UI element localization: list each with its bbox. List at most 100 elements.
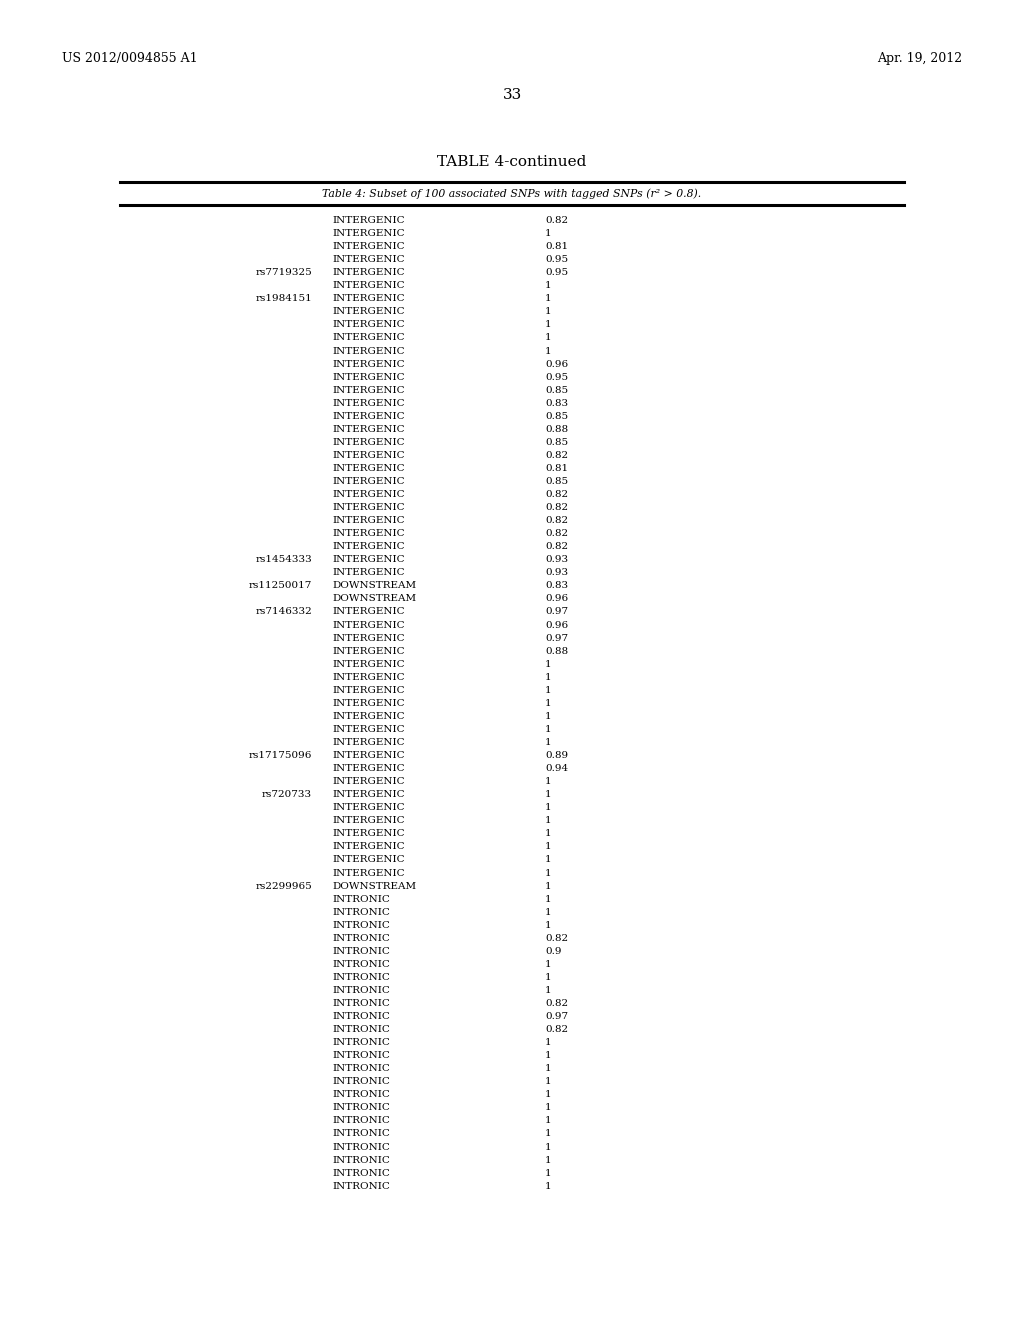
Text: 0.85: 0.85 xyxy=(545,438,568,447)
Text: 0.82: 0.82 xyxy=(545,529,568,539)
Text: 1: 1 xyxy=(545,1051,552,1060)
Text: 1: 1 xyxy=(545,842,552,851)
Text: INTERGENIC: INTERGENIC xyxy=(332,556,404,565)
Text: 0.85: 0.85 xyxy=(545,477,568,486)
Text: INTRONIC: INTRONIC xyxy=(332,1168,390,1177)
Text: 1: 1 xyxy=(545,660,552,669)
Text: 0.82: 0.82 xyxy=(545,490,568,499)
Text: Table 4: Subset of 100 associated SNPs with tagged SNPs (r² > 0.8).: Table 4: Subset of 100 associated SNPs w… xyxy=(323,187,701,198)
Text: INTERGENIC: INTERGENIC xyxy=(332,294,404,304)
Text: INTRONIC: INTRONIC xyxy=(332,1181,390,1191)
Text: DOWNSTREAM: DOWNSTREAM xyxy=(332,594,416,603)
Text: INTERGENIC: INTERGENIC xyxy=(332,308,404,317)
Text: TABLE 4-continued: TABLE 4-continued xyxy=(437,154,587,169)
Text: INTRONIC: INTRONIC xyxy=(332,999,390,1008)
Text: 0.93: 0.93 xyxy=(545,569,568,577)
Text: 1: 1 xyxy=(545,921,552,929)
Text: 1: 1 xyxy=(545,1077,552,1086)
Text: INTERGENIC: INTERGENIC xyxy=(332,425,404,434)
Text: 1: 1 xyxy=(545,777,552,787)
Text: INTERGENIC: INTERGENIC xyxy=(332,255,404,264)
Text: INTERGENIC: INTERGENIC xyxy=(332,791,404,799)
Text: 1: 1 xyxy=(545,855,552,865)
Text: INTERGENIC: INTERGENIC xyxy=(332,686,404,694)
Text: INTERGENIC: INTERGENIC xyxy=(332,777,404,787)
Text: 0.83: 0.83 xyxy=(545,399,568,408)
Text: INTERGENIC: INTERGENIC xyxy=(332,451,404,459)
Text: 0.81: 0.81 xyxy=(545,463,568,473)
Text: 1: 1 xyxy=(545,230,552,238)
Text: INTERGENIC: INTERGENIC xyxy=(332,607,404,616)
Text: 0.97: 0.97 xyxy=(545,607,568,616)
Text: INTRONIC: INTRONIC xyxy=(332,933,390,942)
Text: INTERGENIC: INTERGENIC xyxy=(332,829,404,838)
Text: INTRONIC: INTRONIC xyxy=(332,1130,390,1138)
Text: INTERGENIC: INTERGENIC xyxy=(332,816,404,825)
Text: INTERGENIC: INTERGENIC xyxy=(332,516,404,525)
Text: DOWNSTREAM: DOWNSTREAM xyxy=(332,581,416,590)
Text: 0.83: 0.83 xyxy=(545,581,568,590)
Text: 1: 1 xyxy=(545,869,552,878)
Text: 1: 1 xyxy=(545,281,552,290)
Text: 1: 1 xyxy=(545,908,552,916)
Text: 0.81: 0.81 xyxy=(545,242,568,251)
Text: 1: 1 xyxy=(545,973,552,982)
Text: INTERGENIC: INTERGENIC xyxy=(332,503,404,512)
Text: INTERGENIC: INTERGENIC xyxy=(332,698,404,708)
Text: INTERGENIC: INTERGENIC xyxy=(332,529,404,539)
Text: INTRONIC: INTRONIC xyxy=(332,908,390,916)
Text: INTERGENIC: INTERGENIC xyxy=(332,321,404,330)
Text: 0.82: 0.82 xyxy=(545,451,568,459)
Text: 1: 1 xyxy=(545,1038,552,1047)
Text: 1: 1 xyxy=(545,816,552,825)
Text: 1: 1 xyxy=(545,960,552,969)
Text: 0.96: 0.96 xyxy=(545,359,568,368)
Text: 1: 1 xyxy=(545,1168,552,1177)
Text: 0.96: 0.96 xyxy=(545,594,568,603)
Text: 0.94: 0.94 xyxy=(545,764,568,774)
Text: INTERGENIC: INTERGENIC xyxy=(332,281,404,290)
Text: rs720733: rs720733 xyxy=(262,791,312,799)
Text: 1: 1 xyxy=(545,308,552,317)
Text: 0.82: 0.82 xyxy=(545,999,568,1008)
Text: INTRONIC: INTRONIC xyxy=(332,1064,390,1073)
Text: INTRONIC: INTRONIC xyxy=(332,986,390,995)
Text: 0.97: 0.97 xyxy=(545,1012,568,1022)
Text: INTERGENIC: INTERGENIC xyxy=(332,842,404,851)
Text: 0.9: 0.9 xyxy=(545,946,561,956)
Text: 1: 1 xyxy=(545,346,552,355)
Text: 0.95: 0.95 xyxy=(545,372,568,381)
Text: INTRONIC: INTRONIC xyxy=(332,1012,390,1022)
Text: rs7146332: rs7146332 xyxy=(255,607,312,616)
Text: INTERGENIC: INTERGENIC xyxy=(332,477,404,486)
Text: INTERGENIC: INTERGENIC xyxy=(332,334,404,342)
Text: 0.97: 0.97 xyxy=(545,634,568,643)
Text: 1: 1 xyxy=(545,1064,552,1073)
Text: 0.95: 0.95 xyxy=(545,255,568,264)
Text: INTERGENIC: INTERGENIC xyxy=(332,634,404,643)
Text: rs1454333: rs1454333 xyxy=(255,556,312,565)
Text: INTRONIC: INTRONIC xyxy=(332,1090,390,1100)
Text: 1: 1 xyxy=(545,738,552,747)
Text: 0.82: 0.82 xyxy=(545,503,568,512)
Text: INTERGENIC: INTERGENIC xyxy=(332,438,404,447)
Text: INTERGENIC: INTERGENIC xyxy=(332,855,404,865)
Text: 1: 1 xyxy=(545,686,552,694)
Text: INTERGENIC: INTERGENIC xyxy=(332,804,404,812)
Text: INTERGENIC: INTERGENIC xyxy=(332,230,404,238)
Text: INTERGENIC: INTERGENIC xyxy=(332,216,404,224)
Text: INTERGENIC: INTERGENIC xyxy=(332,660,404,669)
Text: INTERGENIC: INTERGENIC xyxy=(332,711,404,721)
Text: 0.82: 0.82 xyxy=(545,516,568,525)
Text: 1: 1 xyxy=(545,1130,552,1138)
Text: INTERGENIC: INTERGENIC xyxy=(332,385,404,395)
Text: 0.82: 0.82 xyxy=(545,543,568,552)
Text: INTERGENIC: INTERGENIC xyxy=(332,242,404,251)
Text: 1: 1 xyxy=(545,882,552,891)
Text: 1: 1 xyxy=(545,711,552,721)
Text: INTERGENIC: INTERGENIC xyxy=(332,268,404,277)
Text: 1: 1 xyxy=(545,1104,552,1113)
Text: INTERGENIC: INTERGENIC xyxy=(332,647,404,656)
Text: US 2012/0094855 A1: US 2012/0094855 A1 xyxy=(62,51,198,65)
Text: INTERGENIC: INTERGENIC xyxy=(332,620,404,630)
